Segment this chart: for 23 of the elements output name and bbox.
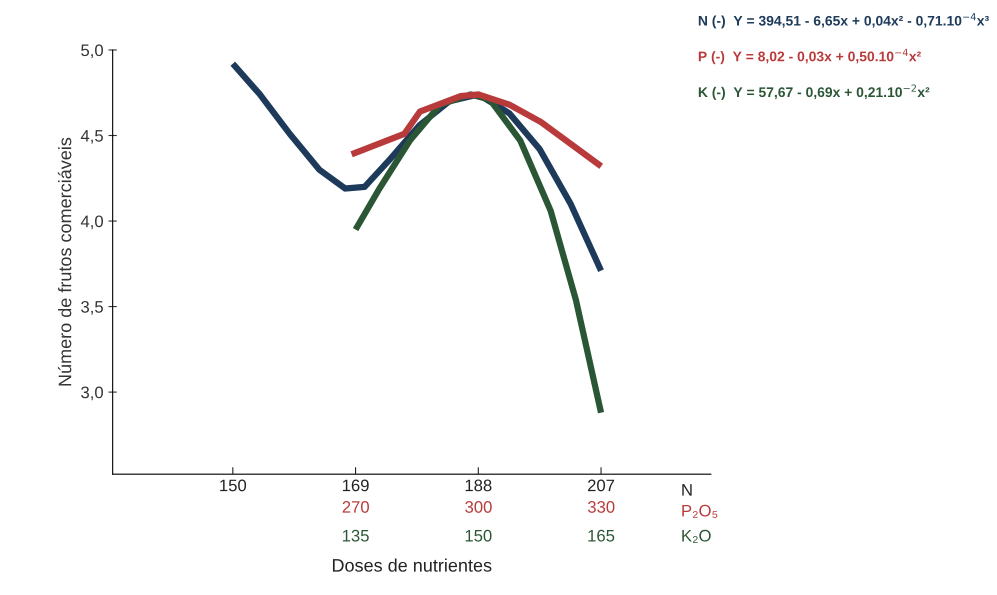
text: 135 [342,530,369,542]
text: N (-) Y = 394,51 - 6,65x + 0,04x² - 0,71.10$^{−4}$x³ [698,13,989,28]
y-axis-title: Número de frutos comerciáveis [58,138,72,386]
x2-axis-title: P₂O₅ [682,504,718,518]
annotation: P (-) Y = 8,02 - 0,03x + 0,50.10$^{−4}$x² [698,48,921,64]
y-tick-label: 3,5 [81,300,103,315]
x-tick-label: 188 [466,480,492,492]
annotation: K (-) Y = 57,67 - 0,69x + 0,21.10$^{−2}$x² [698,84,930,100]
text: 150 [466,530,492,542]
y-tick-label: 3,0 [81,386,103,400]
x2-tick-label: 270 [342,501,369,513]
x-axis-title: Doses de nutrientes [332,558,492,572]
x2-tick-label: 330 [588,501,614,513]
y-tick-label: 4,0 [80,215,103,230]
y-tick-label: 4,5 [80,130,103,144]
x2-tick-label: 300 [465,501,492,513]
y-tick-label: 5,0 [81,44,103,58]
x-tick-label: 169 [342,480,369,492]
x-tick-label: 150 [220,480,246,492]
text: K₂O [682,530,711,543]
x-tick-label: 207 [588,480,614,492]
text: N [682,484,692,496]
text: 165 [588,530,614,542]
